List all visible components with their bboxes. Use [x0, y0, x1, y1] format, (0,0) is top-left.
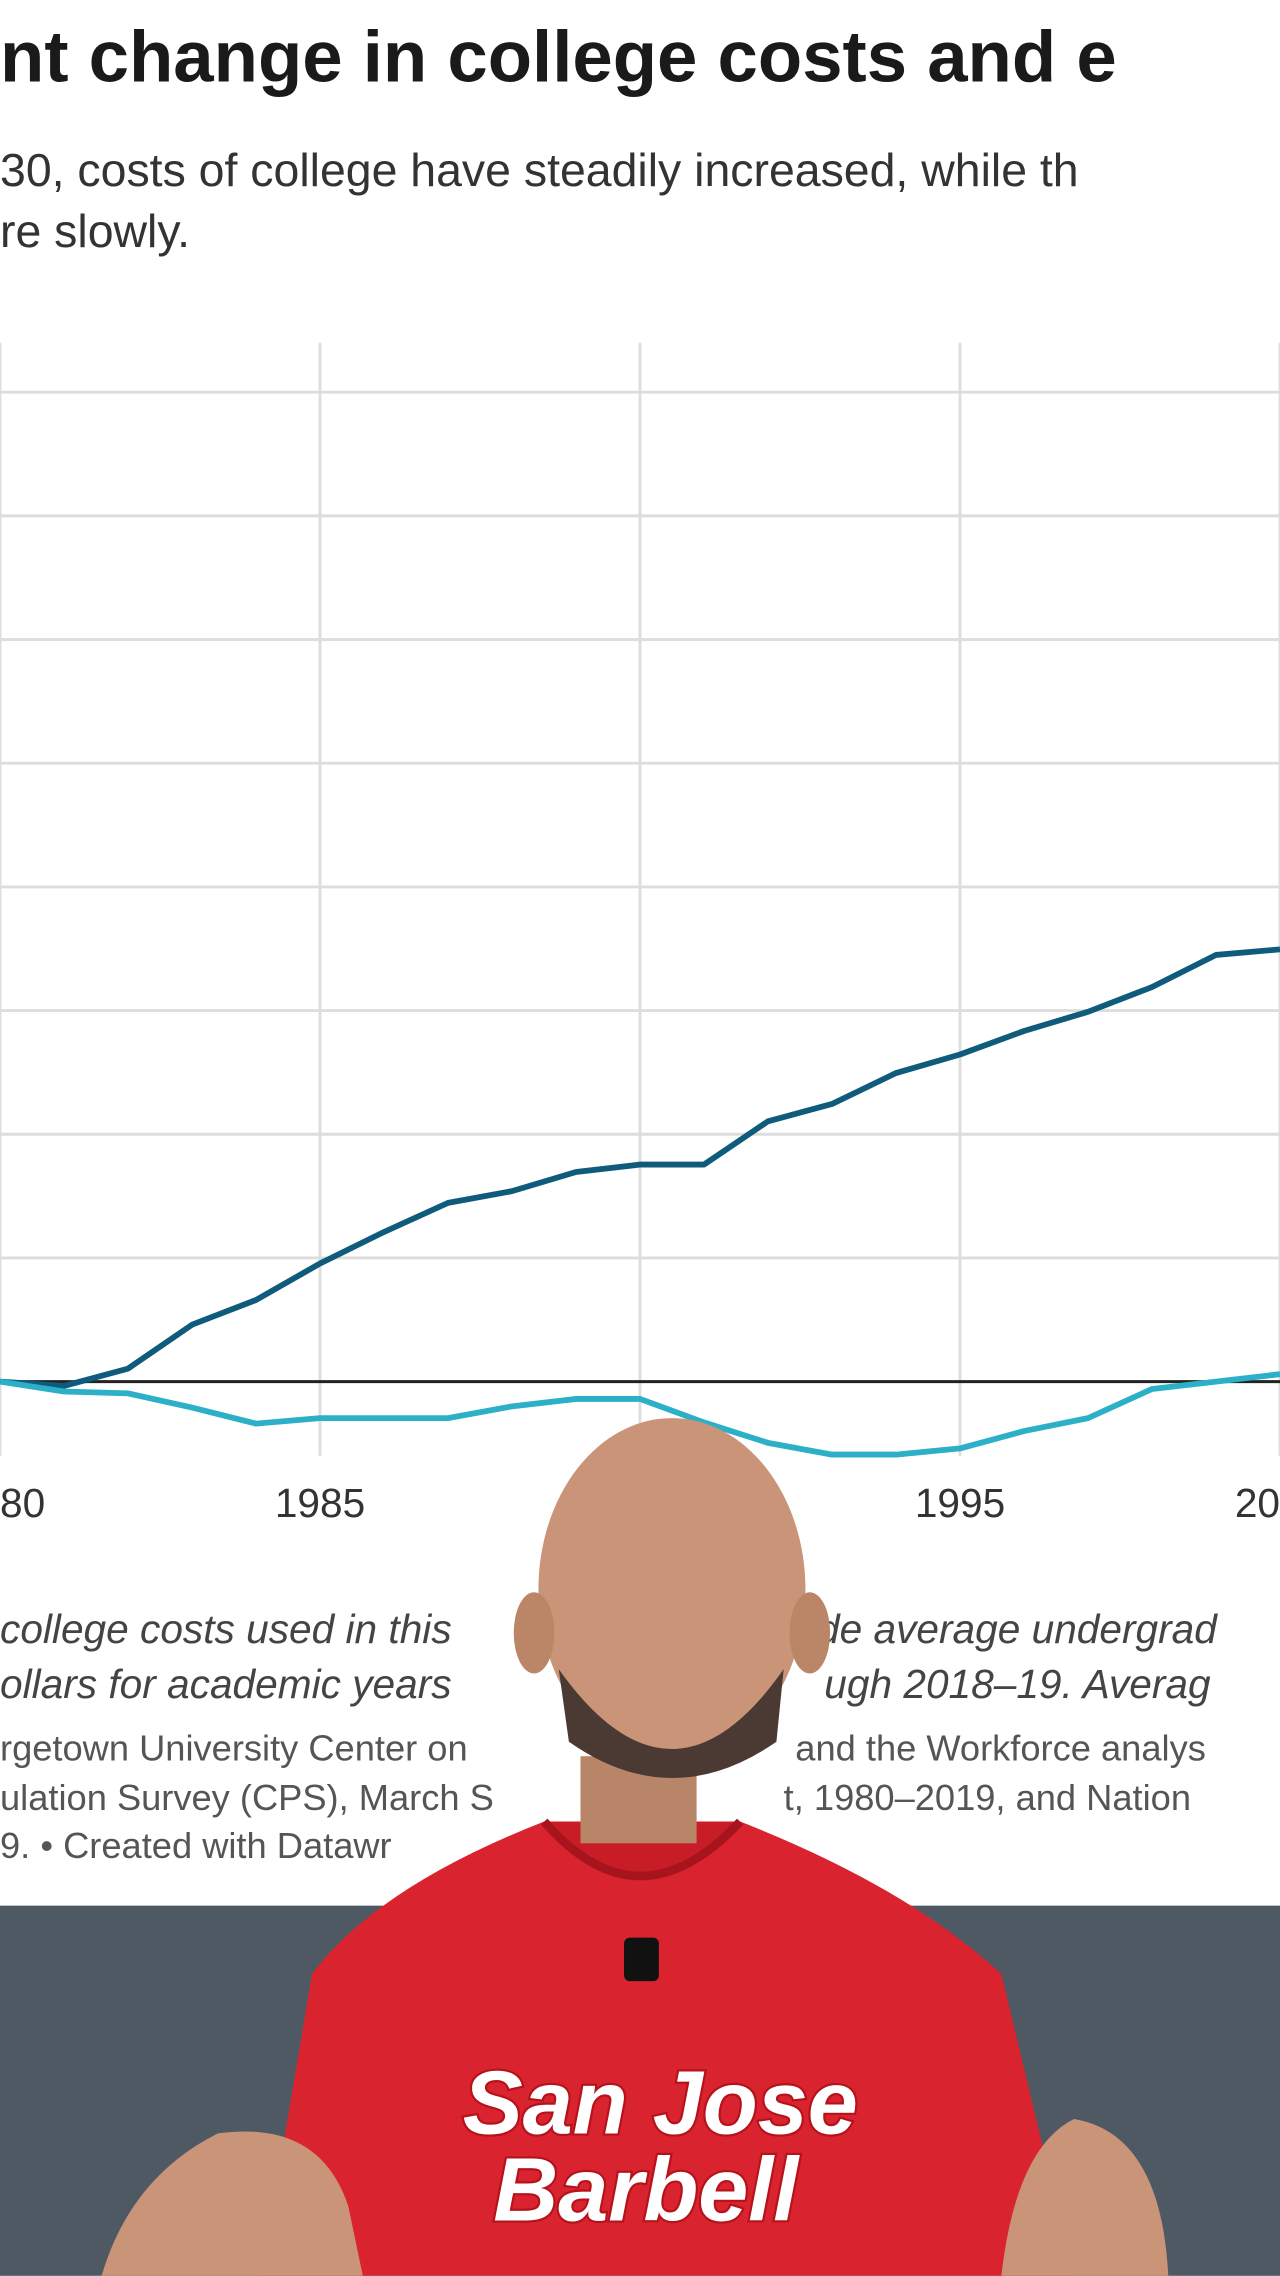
video-overlay: San Jose Barbell	[0, 1418, 1280, 2276]
shirt-text: Barbell	[493, 2141, 800, 2241]
head	[538, 1418, 806, 1761]
chart-title: nt change in college costs and e	[0, 16, 1117, 97]
ear	[789, 1592, 831, 1674]
note: college costs used in this	[0, 1606, 452, 1652]
shirt-text: San Jose	[463, 2054, 858, 2154]
source: ulation Survey (CPS), March S	[0, 1777, 494, 1818]
subtitle: re slowly.	[0, 205, 190, 257]
hand	[1001, 2119, 1169, 2276]
subtitle: 30, costs of college have steadily incre…	[0, 144, 1079, 196]
ear	[513, 1592, 555, 1674]
note: ugh 2018–19. Averag	[824, 1661, 1211, 1707]
x-tick-label: 1985	[275, 1480, 365, 1526]
series-line	[0, 946, 1280, 1389]
series-line	[0, 1371, 1280, 1458]
note: ollars for academic years	[0, 1661, 452, 1707]
note: de average undergrad	[817, 1606, 1218, 1652]
x-tick-label: 1995	[915, 1480, 1005, 1526]
x-tick-label: 80	[0, 1480, 45, 1526]
hand	[101, 2131, 363, 2276]
beard	[558, 1669, 784, 1778]
shirt	[261, 1821, 1074, 2276]
source: t, 1980–2019, and Nation	[784, 1777, 1191, 1818]
source: 9. • Created with Datawr	[0, 1825, 392, 1866]
source: and the Workforce analys	[795, 1728, 1206, 1769]
microphone	[624, 1937, 659, 1982]
footnotes: college costs used in this de average un…	[0, 1606, 1218, 1866]
x-tick-label: 20	[1235, 1480, 1280, 1526]
source: rgetown University Center on	[0, 1728, 468, 1769]
